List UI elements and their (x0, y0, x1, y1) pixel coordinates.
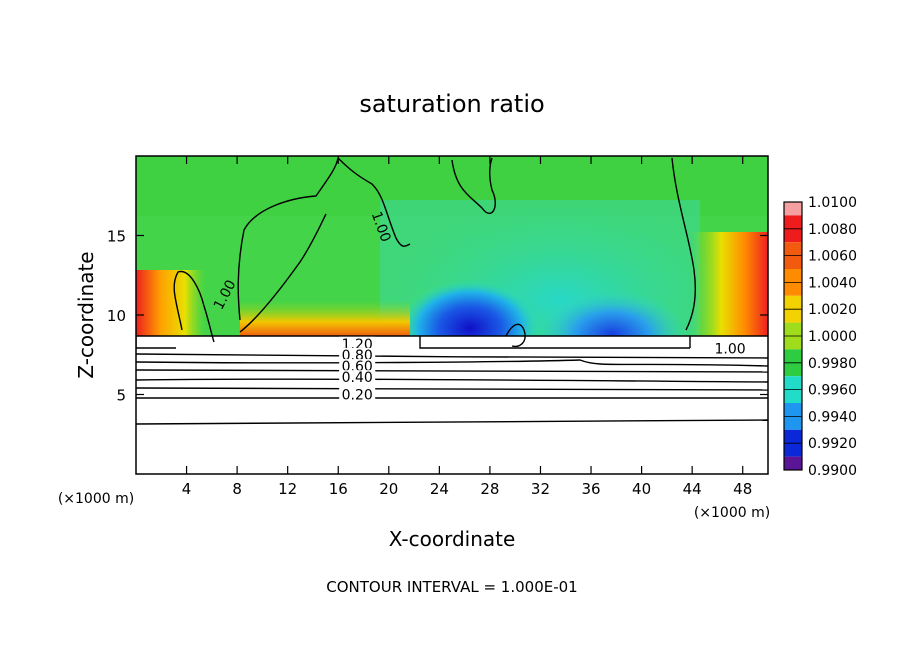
contour-label-text: 0.20 (342, 388, 373, 404)
colorbar-label: 1.0060 (808, 249, 857, 265)
colorbar-label: 1.0020 (808, 302, 857, 318)
contour-1-00-right (671, 157, 696, 331)
contour-label-bg (339, 336, 376, 351)
colorbar-label: 1.0100 (808, 195, 857, 211)
contour-0-60 (136, 369, 768, 373)
warm-band-mid (240, 300, 410, 336)
colorbar-label: 1.0080 (808, 222, 857, 238)
x-tick-label: 4 (182, 480, 192, 498)
colorbar: 1.0100 1.0080 1.0060 1.0040 1.0020 1.0000 0.99… (783, 195, 857, 479)
x-unit-left: (×1000 m) (58, 491, 134, 507)
colorbar-label: 0.9900 (808, 463, 857, 479)
colorbar-swatch (784, 456, 802, 470)
y-axis-label: Z-coordinate (74, 251, 98, 378)
contour-interval-note: CONTOUR INTERVAL = 1.000E-01 (326, 578, 577, 596)
colorbar-label: 1.0000 (808, 329, 857, 345)
y-tick-label: 15 (107, 228, 126, 246)
contour-label-bg (712, 341, 749, 356)
warm-region-left (136, 270, 206, 336)
colorbar-label: 0.9920 (808, 436, 857, 452)
plot-area (136, 156, 768, 474)
x-tick-label: 28 (480, 480, 499, 498)
contour-1-00-center (237, 157, 411, 321)
subcloud-region (136, 336, 768, 474)
contour-label: 0.20 (339, 387, 376, 404)
x-tick-label: 16 (329, 480, 348, 498)
cloud-base-contour (136, 335, 768, 349)
contour-label-bg (339, 387, 376, 402)
x-tick-label: 8 (232, 480, 242, 498)
contour-1-00-mid (505, 323, 526, 348)
y-tick-label: 5 (116, 387, 126, 405)
contour-label-bg (339, 347, 376, 362)
contour-0-10 (136, 419, 768, 425)
colorbar-label: 0.9960 (808, 383, 857, 399)
x-tick-label: 32 (531, 480, 550, 498)
contour-label-bg (339, 370, 376, 385)
x-tick-label: 48 (733, 480, 752, 498)
x-tick-label: 24 (430, 480, 449, 498)
x-tick-label: 20 (379, 480, 398, 498)
colorbar-label: 0.9940 (808, 409, 857, 425)
contour-0-40 (136, 378, 768, 383)
chart-title: saturation ratio (359, 90, 544, 118)
contour-label: 0.40 (339, 370, 376, 386)
contour-label-text: 1.00 (714, 342, 745, 358)
contour-labels: 1.001.001.001.200.800.600.400.20 (211, 209, 749, 404)
colorbar-label: 1.0040 (808, 275, 857, 291)
contours (136, 157, 768, 425)
contour-0-80 (136, 359, 768, 367)
colorbar-label: 0.9980 (808, 356, 857, 372)
contour-1-00-upper (451, 157, 496, 215)
warm-region-right (690, 232, 768, 336)
y-tick-label: 10 (107, 307, 126, 325)
x-unit-right: (×1000 m) (694, 505, 770, 521)
contour-1-00-left (173, 270, 215, 343)
colorbar-swatch (784, 202, 802, 216)
x-tick-label: 44 (683, 480, 702, 498)
contour-1-20-upper (136, 353, 768, 359)
x-tick-label: 36 (581, 480, 600, 498)
contour-label: 1.00 (712, 341, 749, 358)
x-tick-label: 40 (632, 480, 651, 498)
contour-1-00-wiggle (239, 213, 327, 333)
contour-label-bg (339, 359, 376, 374)
contour-label-text: 0.40 (342, 370, 373, 386)
x-tick-label: 12 (278, 480, 297, 498)
x-axis-label: X-coordinate (389, 527, 516, 551)
contour-0-30 (136, 387, 768, 391)
